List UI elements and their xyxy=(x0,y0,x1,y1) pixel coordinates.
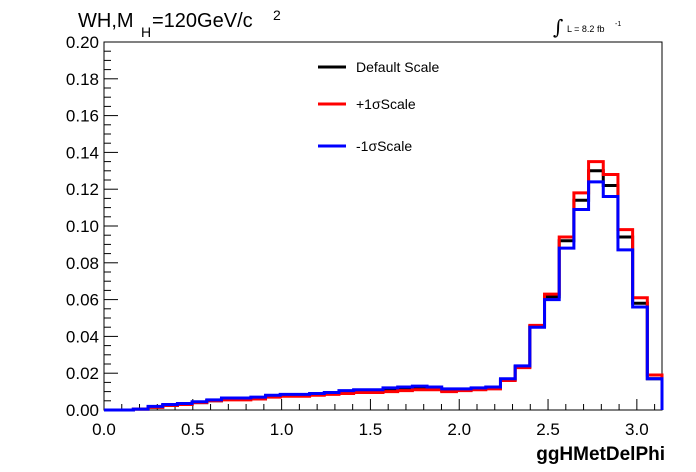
lumi-superscript: -1 xyxy=(615,21,621,28)
y-tick-label: 0.12 xyxy=(66,180,99,199)
chart-title-rest: =120GeV/c xyxy=(152,10,253,32)
chart-title-superscript: 2 xyxy=(273,7,281,23)
x-tick-label: 1.5 xyxy=(359,420,383,439)
x-tick-label: 1.0 xyxy=(270,420,294,439)
series-layer xyxy=(104,160,664,412)
y-tick-label: 0.18 xyxy=(66,70,99,89)
tick-labels: 0.0 0.5 1.0 1.5 2.0 2.5 3.0 0.00 0.02 0.04 0.06 0.0… xyxy=(66,33,649,439)
x-axis-title: ggHMetDelPhi xyxy=(536,444,665,465)
legend-label: Default Scale xyxy=(356,59,439,75)
legend: Default Scale +1σScale -1σScale xyxy=(318,59,439,154)
x-tick-label: 2.0 xyxy=(447,420,471,439)
y-tick-label: 0.14 xyxy=(66,143,99,162)
y-tick-label: 0.00 xyxy=(66,401,99,420)
legend-label: +1σScale xyxy=(356,96,416,112)
legend-label: -1σScale xyxy=(356,138,412,154)
y-tick-label: 0.02 xyxy=(66,364,99,383)
lumi-label: L = 8.2 fb xyxy=(567,24,604,34)
y-tick-label: 0.20 xyxy=(66,33,99,52)
x-tick-label: 3.0 xyxy=(625,420,649,439)
x-tick-label: 0.0 xyxy=(92,420,116,439)
series-line-3 xyxy=(104,180,664,412)
y-tick-label: 0.10 xyxy=(66,217,99,236)
chart-title: WH,M xyxy=(78,10,134,32)
y-tick-label: 0.16 xyxy=(66,107,99,126)
chart-title-subscript: H xyxy=(141,24,151,40)
series-line-1 xyxy=(104,169,664,412)
x-tick-label: 2.5 xyxy=(536,420,560,439)
lumi-integral: ∫ xyxy=(553,15,563,39)
y-tick-label: 0.06 xyxy=(66,291,99,310)
y-tick-label: 0.08 xyxy=(66,254,99,273)
y-tick-label: 0.04 xyxy=(66,327,99,346)
x-tick-label: 0.5 xyxy=(181,420,205,439)
